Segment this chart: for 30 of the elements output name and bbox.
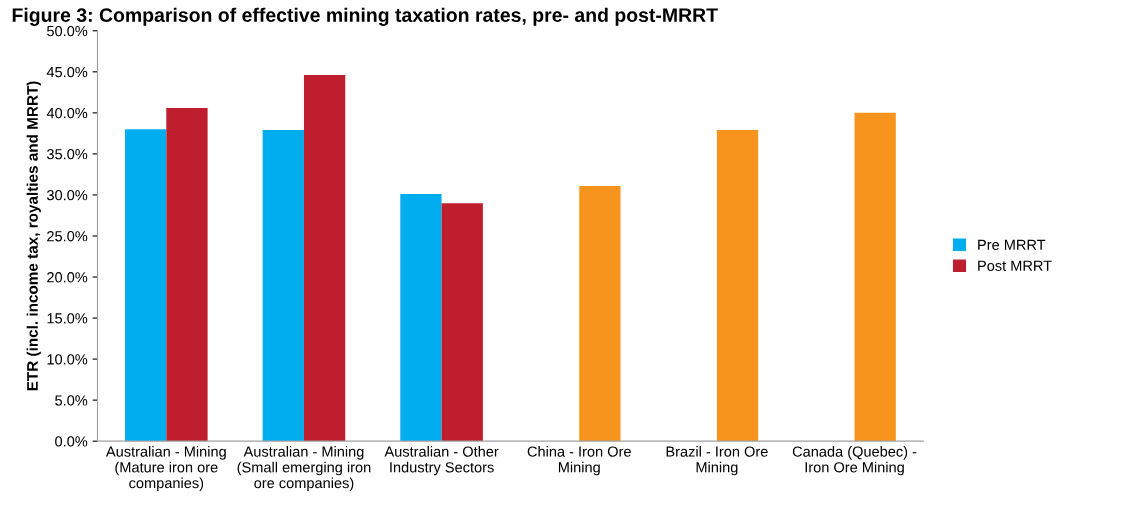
- x-tick-label: Canada (Quebec) - Iron Ore Mining: [792, 446, 917, 476]
- x-tick-label: China - Iron Ore Mining: [527, 446, 631, 476]
- y-tick-label: 10.0%: [47, 354, 88, 365]
- x-tick-label: Australian - Mining (Small emerging iron ore companies): [237, 446, 371, 492]
- y-tick-label: 20.0%: [47, 272, 88, 283]
- legend-label: Pre MRRT: [978, 239, 1046, 250]
- bar: [166, 107, 208, 442]
- bar: [579, 185, 621, 442]
- y-tick-label: 15.0%: [47, 313, 88, 324]
- bar: [303, 75, 346, 442]
- y-tick-label: 50.0%: [47, 25, 88, 37]
- y-tick-label: 30.0%: [46, 190, 88, 201]
- chart-title: Figure 3: Comparison of effective mining taxation rates, pre- and post-MRRT: [12, 7, 718, 26]
- x-tick-label: Australian - Other Industry Sectors: [384, 446, 499, 476]
- y-tick-label: 35.0%: [46, 149, 88, 160]
- legend-label: Post MRRT: [978, 260, 1052, 271]
- bar: [716, 130, 759, 442]
- bar: [441, 203, 483, 442]
- x-tick-label: Australian - Mining (Mature iron ore companies): [105, 446, 226, 492]
- bar: [125, 129, 167, 442]
- bar: [854, 112, 896, 442]
- y-tick-label: 40.0%: [46, 107, 88, 119]
- x-tick-label: Brazil - Iron Ore Mining: [666, 446, 768, 476]
- y-tick-label: 5.0%: [55, 395, 88, 406]
- y-tick-label: 25.0%: [47, 231, 88, 242]
- y-tick-label: 0.0%: [55, 436, 88, 447]
- bar: [262, 130, 304, 442]
- bar: [400, 194, 442, 442]
- y-axis-title: ETR (incl. income tax, royalties and MRRT): [26, 81, 41, 391]
- y-tick-label: 45.0%: [46, 66, 88, 78]
